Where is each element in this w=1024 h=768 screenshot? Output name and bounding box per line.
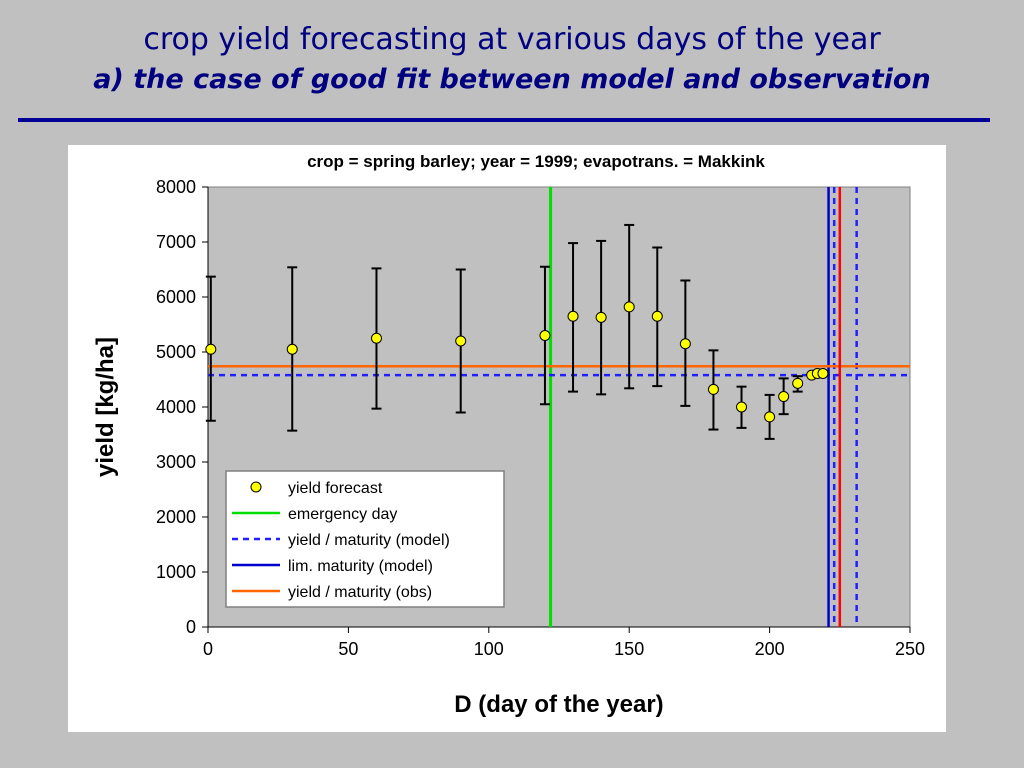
x-tick-label: 150 xyxy=(614,639,644,659)
y-tick-label: 7000 xyxy=(156,232,196,252)
forecast-point xyxy=(539,330,551,341)
y-tick-label: 3000 xyxy=(156,452,196,472)
reference-lines xyxy=(208,187,910,627)
y-tick-labels: 0 1000 2000 3000 4000 5000 6000 7000 8000 xyxy=(156,177,208,637)
legend-label: yield / maturity (model) xyxy=(288,532,450,549)
x-axis-label: D (day of the year) xyxy=(454,691,663,718)
slide-title-line-1: crop yield forecasting at various days o… xyxy=(143,22,881,57)
forecast-point xyxy=(286,343,298,355)
legend-label: lim. maturity (model) xyxy=(288,558,433,575)
forecast-point xyxy=(370,332,382,344)
chart-panel: crop = spring barley; year = 1999; evapo… xyxy=(68,145,946,732)
forecast-point xyxy=(567,310,579,322)
y-tick-label: 5000 xyxy=(156,342,196,362)
forecast-point xyxy=(707,383,719,395)
legend-label: yield / maturity (obs) xyxy=(288,584,432,601)
chart-title: crop = spring barley; year = 1999; evapo… xyxy=(307,152,765,171)
slide-title-line-2: a) the case of good fit between model an… xyxy=(93,64,931,95)
legend-item: yield forecast xyxy=(250,480,383,497)
forecast-point xyxy=(205,343,217,355)
y-tick-label: 8000 xyxy=(156,177,196,197)
y-tick-label: 4000 xyxy=(156,397,196,417)
x-tick-label: 100 xyxy=(474,639,504,659)
title-divider xyxy=(18,118,990,122)
y-tick-label: 2000 xyxy=(156,507,196,527)
legend-marker xyxy=(250,481,262,493)
forecast-point xyxy=(736,401,748,413)
forecast-point xyxy=(623,301,635,313)
forecast-points xyxy=(205,301,829,423)
forecast-point xyxy=(792,377,804,389)
forecast-point xyxy=(679,338,691,350)
y-tick-label: 6000 xyxy=(156,287,196,307)
forecast-point xyxy=(764,411,776,423)
legend-item: lim. maturity (model) xyxy=(232,558,433,575)
forecast-point xyxy=(455,335,467,347)
y-axis-label: yield [kg/ha] xyxy=(92,337,119,477)
legend-label: emergency day xyxy=(288,506,397,523)
x-tick-label: 0 xyxy=(203,639,213,659)
x-tick-labels: 0 50 100 150 200 250 xyxy=(203,627,925,659)
x-tick-label: 200 xyxy=(755,639,785,659)
legend-item: yield / maturity (obs) xyxy=(232,584,432,601)
forecast-point xyxy=(595,311,607,323)
forecast-point xyxy=(651,310,663,322)
chart-legend: yield forecast emergency day yield / matur… xyxy=(225,470,505,608)
y-tick-label: 1000 xyxy=(156,562,196,582)
x-tick-label: 250 xyxy=(895,639,925,659)
legend-label: yield forecast xyxy=(288,480,383,497)
x-tick-label: 50 xyxy=(338,639,358,659)
forecast-point xyxy=(778,391,790,403)
legend-box xyxy=(225,470,505,608)
forecast-point xyxy=(817,367,829,379)
legend-item: emergency day xyxy=(232,506,397,523)
y-tick-label: 0 xyxy=(186,617,196,637)
yield-forecast-chart: crop = spring barley; year = 1999; evapo… xyxy=(92,152,925,718)
legend-item: yield / maturity (model) xyxy=(232,532,450,549)
